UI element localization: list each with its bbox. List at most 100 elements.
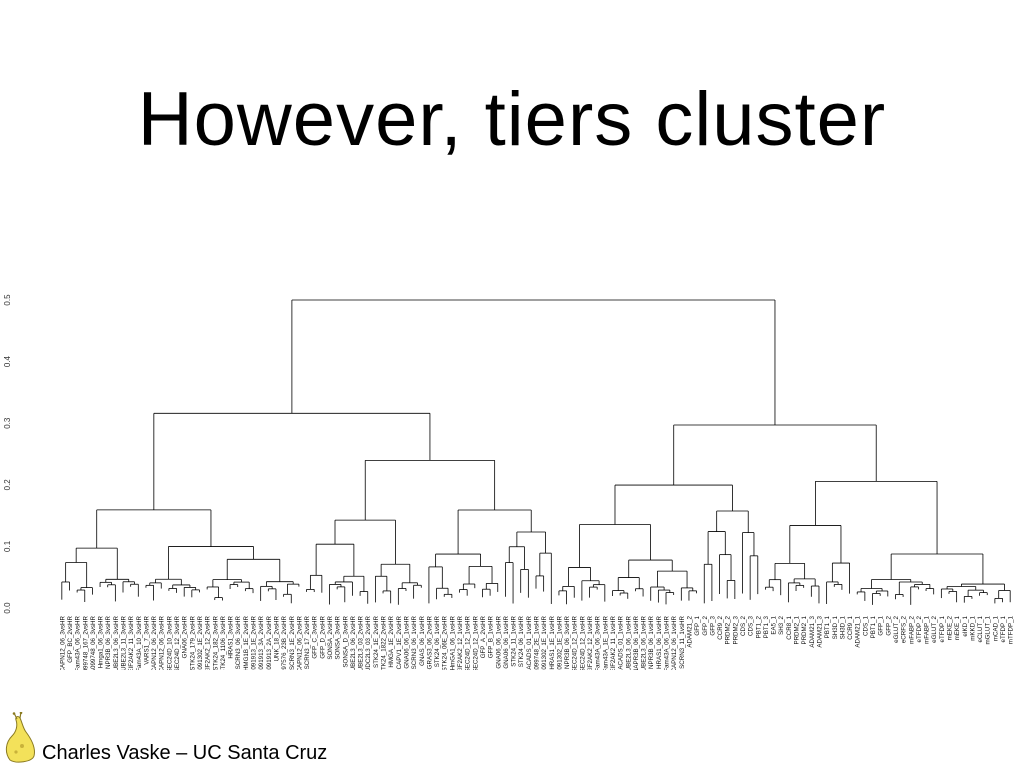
leaf-label: EIF2AK2_12_1vsHR bbox=[587, 615, 594, 670]
leaf-label: STK24_06E_2vsHR bbox=[442, 615, 449, 670]
leaf-label: eGLUT_2 bbox=[931, 615, 938, 642]
leaf-label: NAPR3B_06_1vsHR bbox=[633, 615, 640, 670]
leaf-label: UBE2L3_06_1vsHR bbox=[641, 615, 648, 670]
leaf-label: HMG1B_1E_2vsHR bbox=[243, 615, 250, 670]
dendrogram-branches bbox=[61, 299, 1011, 605]
leaf-label: UBE2L3_06_3vsHR bbox=[113, 615, 120, 670]
leaf-label: mGLUT_1 bbox=[985, 615, 992, 644]
leaf-label: CDS_2 bbox=[740, 615, 747, 636]
leaf-label: PBT1_3 bbox=[763, 615, 770, 638]
leaf-label: GFP_3 bbox=[709, 615, 716, 635]
y-tick-label: 0.0 bbox=[3, 602, 12, 614]
leaf-label: EIF2AK2_11_3vsHR bbox=[128, 615, 135, 670]
leaf-label: PBT1_1 bbox=[824, 615, 831, 638]
leaf-label: AK091302_1E_2vsHR bbox=[197, 615, 204, 670]
leaf-label: SONSA_2vsHR bbox=[327, 615, 334, 659]
leaf-label: CDS_1 bbox=[862, 615, 869, 636]
leaf-label: SH3D_1 bbox=[832, 615, 839, 639]
leaf-label: AK091913_3A_2vsHR bbox=[258, 615, 265, 670]
leaf-label: SEC24D_12_3vsHR bbox=[174, 615, 181, 670]
leaf-label: STK24_1E_2vsHR bbox=[373, 615, 380, 667]
y-axis: 0.0 0.1 0.2 0.3 0.4 0.5 bbox=[3, 294, 12, 614]
leaf-label: ADAM21_2 bbox=[686, 615, 693, 647]
leaf-label: AK091913_1E_2vsHR bbox=[251, 615, 258, 670]
leaf-label: PRDM2_2 bbox=[725, 615, 732, 644]
leaf-label: GNA06_06_1vsHR bbox=[495, 615, 502, 668]
leaf-label: HMGA_1E_2vsHR bbox=[388, 615, 395, 667]
leaf-label: EIF2AK2_12_1vsHR bbox=[457, 615, 464, 670]
leaf-label: AA099748_2E_1vsHR bbox=[534, 615, 541, 670]
leaf-label: eTFDP_1 bbox=[1000, 615, 1007, 642]
leaf-label: STK24_182_3vsHR bbox=[212, 615, 219, 670]
leaf-label: STK24_1106_3vsHR bbox=[220, 615, 227, 670]
leaf-label: CAPN12_06_3vsHR bbox=[159, 615, 166, 670]
leaf-label: GNAS_06_1vsHR bbox=[419, 615, 426, 665]
leaf-label: ADAM21_3 bbox=[809, 615, 816, 647]
leaf-label: GNA06_06_1vsHR bbox=[403, 615, 410, 668]
leaf-label: STK24_1822_2vsHR bbox=[381, 615, 388, 670]
leaf-label: AK091302_1E_1vsHR bbox=[556, 615, 563, 670]
leaf-label: SH3_2 bbox=[778, 615, 785, 634]
y-tick-label: 0.4 bbox=[3, 355, 12, 367]
leaf-label: mFABP_2 bbox=[908, 615, 915, 643]
leaf-label: EIF2AK2_11_1vsHR bbox=[610, 615, 617, 670]
leaf-label: AA099748_06_3vsHR bbox=[90, 615, 97, 670]
leaf-label: UBE2L3_06_1vsHR bbox=[625, 615, 632, 670]
leaf-label: SEC24D_12_1vsHR bbox=[572, 615, 579, 670]
leaf-label: Fam43A_06_1vsHR bbox=[664, 615, 671, 670]
leaf-label: Hmga1_06_3vsHR bbox=[98, 615, 105, 668]
leaf-label: CAPN12_06_2vsHR bbox=[151, 615, 158, 670]
leaf-label: CAPN12_06_3vsHR bbox=[59, 615, 66, 670]
leaf-label: GFP_2 bbox=[885, 615, 892, 635]
leaf-label: UNK_18_2vsHR bbox=[273, 615, 280, 661]
leaf-label: Fam43A_06_3vsHR bbox=[75, 615, 82, 670]
leaf-label: UBE2L3_06_2vsHR bbox=[350, 615, 357, 670]
leaf-labels: CAPN12_06_3vsHR GFP_BC_2vsHR Fam43A_06_3vs… bbox=[59, 615, 1014, 670]
slide-title: However, tiers cluster bbox=[137, 77, 887, 162]
leaf-label: HRAS1_3vsHR bbox=[228, 615, 235, 658]
leaf-label: mEKE_2 bbox=[946, 615, 953, 640]
leaf-label: SEC24D_12_1vsHR bbox=[579, 615, 586, 670]
leaf-label: Fam43A_06_3vsHR bbox=[595, 615, 602, 670]
leaf-label: SEC24D_12_1vsHR bbox=[465, 615, 472, 670]
leaf-label: STK24_11_1vsHR bbox=[511, 615, 518, 666]
leaf-label: GFP_B_1vsHR bbox=[488, 615, 495, 658]
leaf-label: ADAM21_1 bbox=[855, 615, 862, 647]
y-tick-label: 0.1 bbox=[3, 540, 12, 552]
y-tick-label: 0.2 bbox=[3, 479, 12, 491]
leaf-label: EA5_1 bbox=[771, 615, 778, 634]
leaf-label: eIKD_1 bbox=[962, 615, 969, 636]
leaf-label: GFP_D_2vsHR bbox=[319, 615, 326, 658]
leaf-label: SCRN3_06_3vsHR bbox=[235, 615, 242, 669]
leaf-label: PRDM2_1 bbox=[794, 615, 801, 644]
leaf-label: PRDM2_1 bbox=[801, 615, 808, 644]
y-tick-label: 0.3 bbox=[3, 417, 12, 429]
leaf-label: STK24_06_1vsHR bbox=[518, 615, 525, 667]
leaf-label: GFP_BC_2vsHR bbox=[67, 615, 74, 662]
leaf-label: GNA06_06_1vsHR bbox=[503, 615, 510, 668]
leaf-label: GFP_1 bbox=[694, 615, 701, 635]
y-tick-label: 0.5 bbox=[3, 294, 12, 306]
leaf-label: UBE2L3_11_3vsHR bbox=[121, 615, 128, 670]
leaf-label: HRAS1_1E_1vsHR bbox=[549, 615, 556, 669]
leaf-label: PBT1_2 bbox=[755, 615, 762, 638]
leaf-label: Fam43A_1E_1vsHR bbox=[602, 615, 609, 670]
leaf-label: mFABP_1 bbox=[924, 615, 931, 643]
leaf-label: GFP_A_2vsHR bbox=[480, 615, 487, 658]
leaf-label: UBE2L3_03_2vsHR bbox=[358, 615, 365, 670]
leaf-label: CAPN12_06_1vsHR bbox=[671, 615, 678, 670]
leaf-label: SH3D_1 bbox=[839, 615, 846, 639]
leaf-label: eCRFS_2 bbox=[901, 615, 908, 643]
leaf-label: eTFDP_1 bbox=[939, 615, 946, 642]
leaf-label: AK097576_23B_2vsHR bbox=[281, 615, 288, 670]
leaf-label: SCRN3_06_1vsHR bbox=[411, 615, 418, 669]
leaf-label: NPR3B_06_1vsHR bbox=[648, 615, 655, 668]
leaf-label: SCRN3_11_1vsHR bbox=[679, 615, 686, 668]
leaf-label: mTFDP_1 bbox=[1008, 615, 1015, 644]
leaf-label: mEKE_1 bbox=[954, 615, 961, 640]
leaf-label: SCRN3_1E_2vsHR bbox=[289, 615, 296, 670]
leaf-label: CCR9_2 bbox=[717, 615, 724, 639]
leaf-label: GFP_1 bbox=[878, 615, 885, 635]
leaf-label: NPR3B_06_3vsHR bbox=[105, 615, 112, 668]
leaf-label: EIF2AK2_12_2vsHR bbox=[205, 615, 212, 670]
